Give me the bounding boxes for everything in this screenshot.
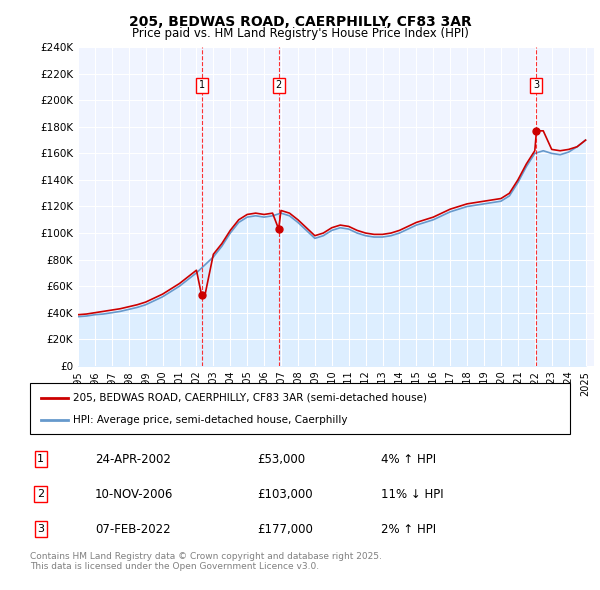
Text: Price paid vs. HM Land Registry's House Price Index (HPI): Price paid vs. HM Land Registry's House …: [131, 27, 469, 40]
Text: 4% ↑ HPI: 4% ↑ HPI: [381, 453, 436, 466]
Text: 205, BEDWAS ROAD, CAERPHILLY, CF83 3AR: 205, BEDWAS ROAD, CAERPHILLY, CF83 3AR: [128, 15, 472, 29]
Text: 07-FEB-2022: 07-FEB-2022: [95, 523, 170, 536]
FancyBboxPatch shape: [30, 384, 570, 434]
Text: 3: 3: [533, 80, 539, 90]
Text: 11% ↓ HPI: 11% ↓ HPI: [381, 487, 443, 501]
Text: HPI: Average price, semi-detached house, Caerphilly: HPI: Average price, semi-detached house,…: [73, 415, 348, 425]
Text: 2: 2: [275, 80, 282, 90]
Text: 2: 2: [37, 489, 44, 499]
Text: £103,000: £103,000: [257, 487, 313, 501]
Text: 1: 1: [37, 454, 44, 464]
Text: £53,000: £53,000: [257, 453, 305, 466]
Text: 3: 3: [37, 524, 44, 534]
Text: Contains HM Land Registry data © Crown copyright and database right 2025.
This d: Contains HM Land Registry data © Crown c…: [30, 552, 382, 571]
Text: 2% ↑ HPI: 2% ↑ HPI: [381, 523, 436, 536]
Text: 24-APR-2002: 24-APR-2002: [95, 453, 170, 466]
Text: £177,000: £177,000: [257, 523, 313, 536]
Text: 205, BEDWAS ROAD, CAERPHILLY, CF83 3AR (semi-detached house): 205, BEDWAS ROAD, CAERPHILLY, CF83 3AR (…: [73, 392, 427, 402]
Text: 10-NOV-2006: 10-NOV-2006: [95, 487, 173, 501]
Text: 1: 1: [199, 80, 205, 90]
